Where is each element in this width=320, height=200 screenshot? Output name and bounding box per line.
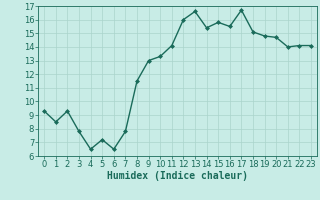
X-axis label: Humidex (Indice chaleur): Humidex (Indice chaleur) [107, 171, 248, 181]
